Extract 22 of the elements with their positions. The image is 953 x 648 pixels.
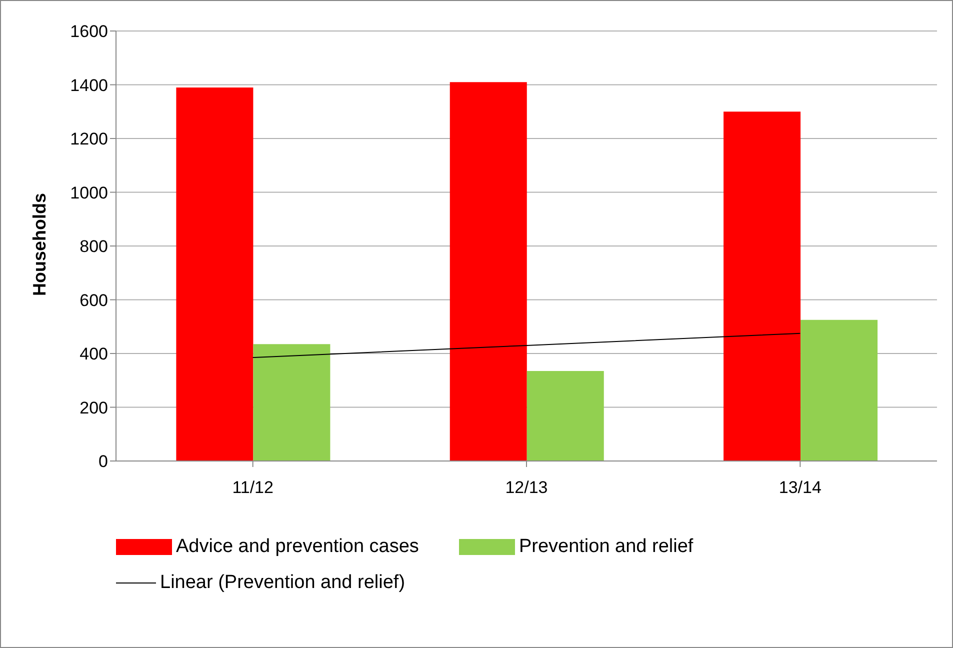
y-tick-label: 800	[80, 237, 108, 256]
y-tick-label: 200	[80, 398, 108, 418]
y-tick-label: 1600	[70, 22, 108, 42]
bar	[526, 370, 604, 461]
y-tick-label: 400	[80, 344, 108, 364]
bar	[176, 87, 254, 461]
y-axis-title: Households	[29, 192, 50, 296]
bar	[450, 82, 527, 461]
x-tick-label: 13/14	[778, 478, 822, 498]
legend-label: Prevention and relief	[518, 536, 694, 558]
bar	[724, 112, 801, 461]
y-tick-label: 0	[98, 452, 108, 472]
bar	[800, 320, 878, 461]
bar	[253, 344, 330, 461]
y-tick-label: 1000	[70, 183, 108, 202]
legend-label: Linear (Prevention and relief)	[160, 572, 406, 594]
x-tick-label: 12/13	[505, 478, 548, 498]
x-tick-label: 11/12	[232, 478, 274, 498]
legend-label: Advice and prevention cases	[176, 536, 419, 558]
y-tick-label: 1400	[70, 76, 108, 95]
y-tick-label: 1200	[70, 130, 108, 149]
y-tick-label: 600	[80, 290, 108, 310]
